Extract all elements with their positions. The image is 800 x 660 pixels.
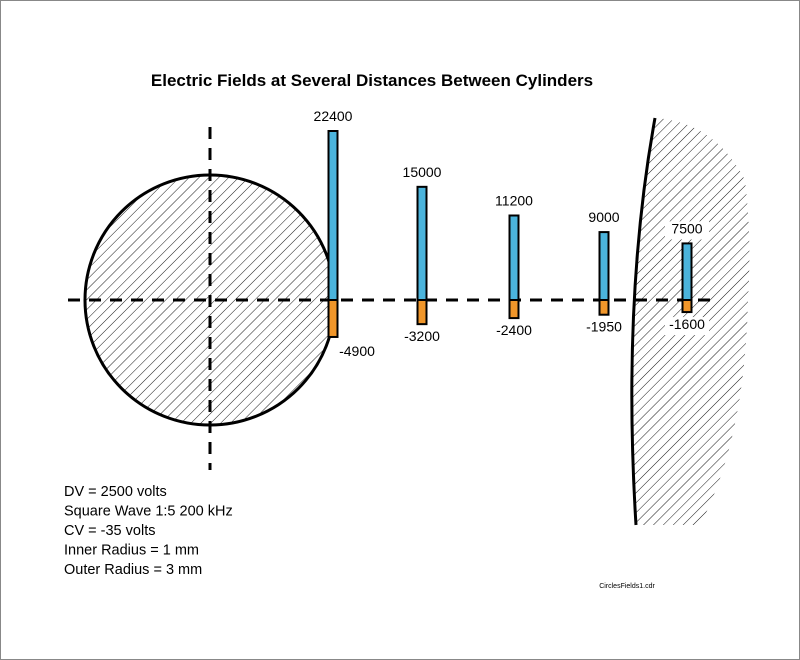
value-label: -4900 <box>339 343 375 359</box>
outer-cylinder-edge <box>630 117 657 526</box>
value-label: 11200 <box>495 193 533 209</box>
bar <box>598 299 610 316</box>
title: Electric Fields at Several Distances Bet… <box>151 71 593 90</box>
value-labels: 22400 15000 11200 9000 7500 -4900 -3200 -2400 -1… <box>314 108 709 359</box>
bar <box>416 299 428 326</box>
note: DV = 2500 volts <box>64 484 167 500</box>
bar <box>416 185 428 301</box>
bar <box>598 231 610 302</box>
value-label: -1950 <box>586 319 622 335</box>
bar <box>327 130 339 301</box>
value-label: -2400 <box>496 322 532 338</box>
note: CV = -35 volts <box>64 523 155 539</box>
notes: DV = 2500 volts Square Wave 1:5 200 kHz CV… <box>64 484 233 578</box>
bars <box>327 130 693 338</box>
bar <box>508 214 520 301</box>
value-label: -1600 <box>669 316 705 332</box>
value-label: 7500 <box>671 220 702 236</box>
label-background <box>665 221 709 240</box>
value-label: 22400 <box>314 108 353 124</box>
file-name: CirclesFields1.cdr <box>599 583 655 590</box>
value-label: 15000 <box>403 164 442 180</box>
bar <box>681 242 693 301</box>
bar <box>327 299 339 338</box>
label-background <box>665 317 709 336</box>
value-label: -3200 <box>404 328 440 344</box>
bar <box>508 299 520 320</box>
value-label: 9000 <box>588 209 619 225</box>
note: Outer Radius = 3 mm <box>64 562 202 578</box>
note: Square Wave 1:5 200 kHz <box>64 504 233 520</box>
bar <box>681 299 693 314</box>
note: Inner Radius = 1 mm <box>64 543 199 559</box>
